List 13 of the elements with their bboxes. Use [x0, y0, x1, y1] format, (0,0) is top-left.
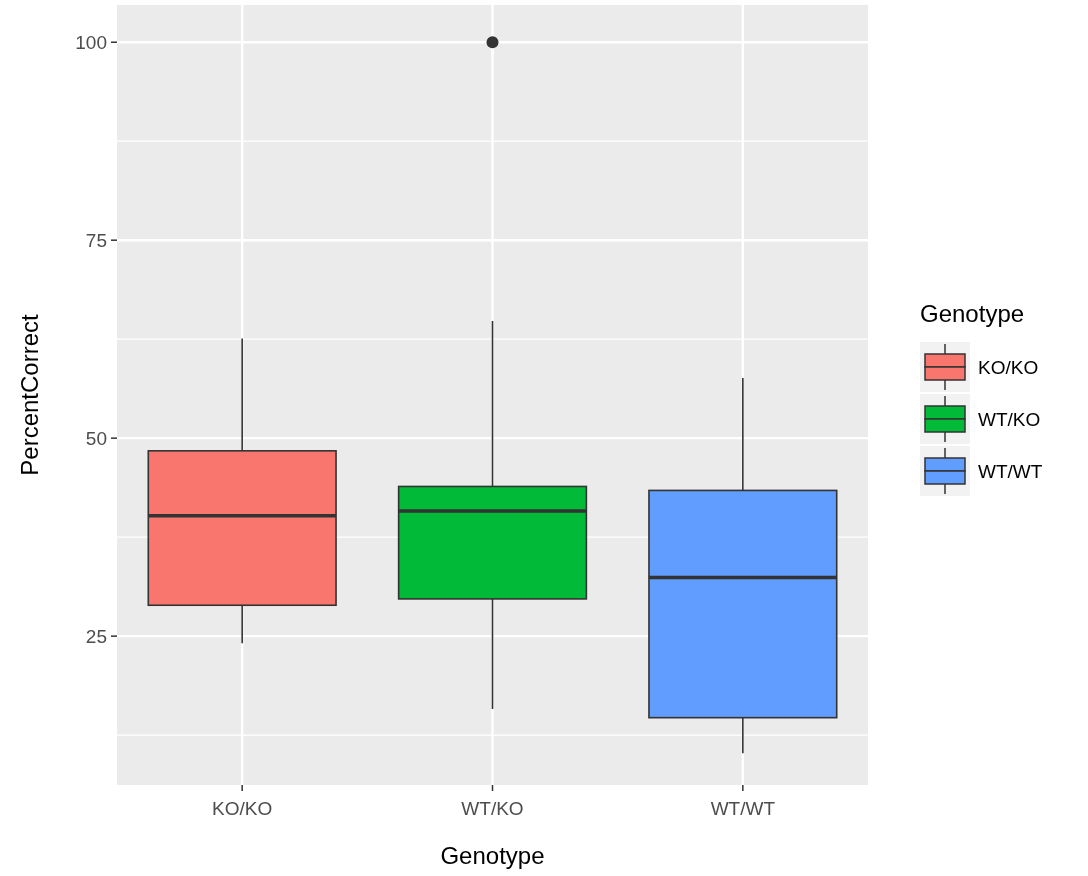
legend-label: KO/KO: [978, 356, 1039, 378]
y-tick-label: 25: [85, 625, 107, 647]
x-axis-title: Genotype: [440, 842, 545, 869]
x-tick-label: KO/KO: [212, 798, 273, 819]
y-tick-label: 100: [75, 31, 107, 53]
x-tick-label: WT/WT: [710, 798, 776, 819]
legend-label: WT/KO: [978, 408, 1041, 430]
x-tick-label: WT/KO: [461, 798, 524, 819]
y-tick-label: 75: [85, 229, 107, 251]
y-tick-label: 50: [85, 427, 107, 449]
y-axis-title: PercentCorrect: [16, 313, 43, 476]
legend-title: Genotype: [920, 300, 1025, 327]
legend-label: WT/WT: [978, 460, 1043, 482]
